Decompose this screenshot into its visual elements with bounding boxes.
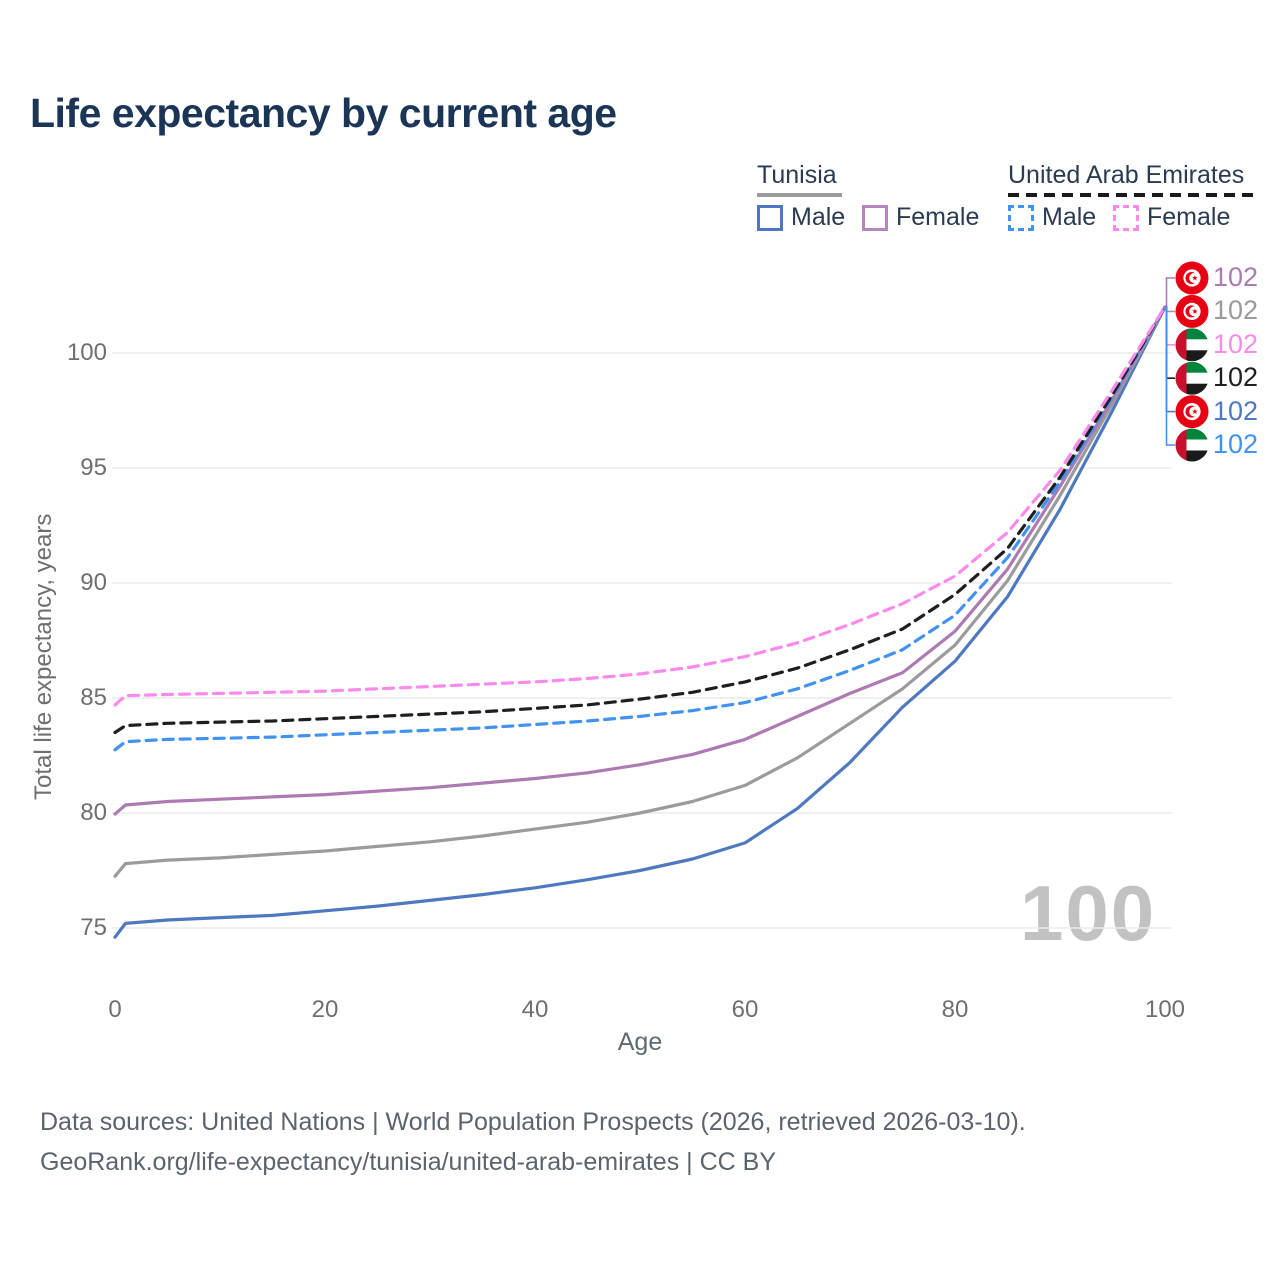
series-line-united-arab-emirates-female[interactable] — [113, 305, 1167, 707]
uae-female-swatch-icon — [1113, 204, 1139, 231]
series-line-tunisia-female[interactable] — [113, 305, 1167, 816]
y-tick-label-85: 85 — [80, 684, 107, 711]
uae-dashed-line-sample — [1008, 193, 1254, 197]
x-tick-label-60: 60 — [731, 996, 759, 1023]
series-line-united-arab-emirates-both-sexes-[interactable] — [113, 305, 1167, 735]
x-tick-label-80: 80 — [941, 996, 969, 1023]
tunisia-flag-icon — [1175, 261, 1209, 295]
y-tick-label-90: 90 — [80, 569, 107, 596]
end-value-label-united-arab-emirates-both-sexes-: 102 — [1213, 362, 1259, 393]
watermark-age-100: 100 — [1020, 869, 1157, 957]
legend-header-uae: United Arab Emirates — [1008, 161, 1245, 189]
footer-data-sources: Data sources: United Nations | World Pop… — [40, 1108, 1026, 1136]
uae-flag-icon — [1175, 328, 1209, 362]
end-value-label-tunisia-female: 102 — [1213, 262, 1259, 292]
legend-item-uae-male[interactable]: Male — [1008, 203, 1096, 232]
legend-item-uae-female[interactable]: Female — [1113, 203, 1230, 232]
x-axis-title: Age — [617, 1028, 663, 1056]
y-tick-label-100: 100 — [66, 339, 107, 366]
chart-title: Life expectancy by current age — [30, 90, 617, 136]
y-tick-label-95: 95 — [80, 454, 107, 481]
footer-attribution: GeoRank.org/life-expectancy/tunisia/unit… — [40, 1148, 776, 1176]
end-value-label-tunisia-male: 102 — [1213, 395, 1259, 426]
legend-label: Female — [1147, 203, 1231, 231]
end-value-label-united-arab-emirates-male: 102 — [1213, 429, 1259, 459]
y-tick-label-75: 75 — [80, 914, 107, 941]
tunisia-male-swatch-icon — [757, 204, 783, 231]
legend-label: Female — [896, 203, 980, 231]
tunisia-solid-line-sample — [757, 193, 842, 197]
tunisia-flag-icon — [1175, 294, 1209, 328]
y-tick-label-80: 80 — [80, 799, 107, 826]
end-value-label-tunisia-both-sexes-: 102 — [1213, 295, 1259, 326]
tunisia-female-swatch-icon — [862, 204, 888, 231]
uae-male-swatch-icon — [1008, 204, 1034, 231]
leader-line-0 — [1165, 277, 1175, 308]
legend-group-uae: United Arab Emirates — [1008, 161, 1254, 197]
legend-label: Male — [1042, 203, 1097, 231]
series-line-tunisia-both-sexes-[interactable] — [113, 305, 1167, 878]
series-line-united-arab-emirates-male[interactable] — [113, 305, 1167, 752]
uae-flag-icon — [1175, 428, 1209, 462]
x-tick-label-20: 20 — [311, 996, 339, 1023]
legend-label: Male — [791, 203, 846, 231]
x-tick-label-0: 0 — [108, 996, 122, 1023]
legend-group-tunisia: Tunisia — [757, 161, 842, 197]
legend-item-tunisia-male[interactable]: Male — [757, 203, 845, 232]
uae-flag-icon — [1175, 361, 1209, 395]
legend-header-tunisia: Tunisia — [757, 161, 837, 189]
x-tick-label-100: 100 — [1144, 996, 1186, 1023]
series-line-tunisia-male[interactable] — [113, 305, 1167, 939]
legend-item-tunisia-female[interactable]: Female — [862, 203, 979, 232]
x-tick-label-40: 40 — [521, 996, 549, 1023]
tunisia-flag-icon — [1175, 395, 1209, 429]
end-value-label-united-arab-emirates-female: 102 — [1213, 328, 1259, 359]
leader-line-5 — [1165, 306, 1175, 446]
